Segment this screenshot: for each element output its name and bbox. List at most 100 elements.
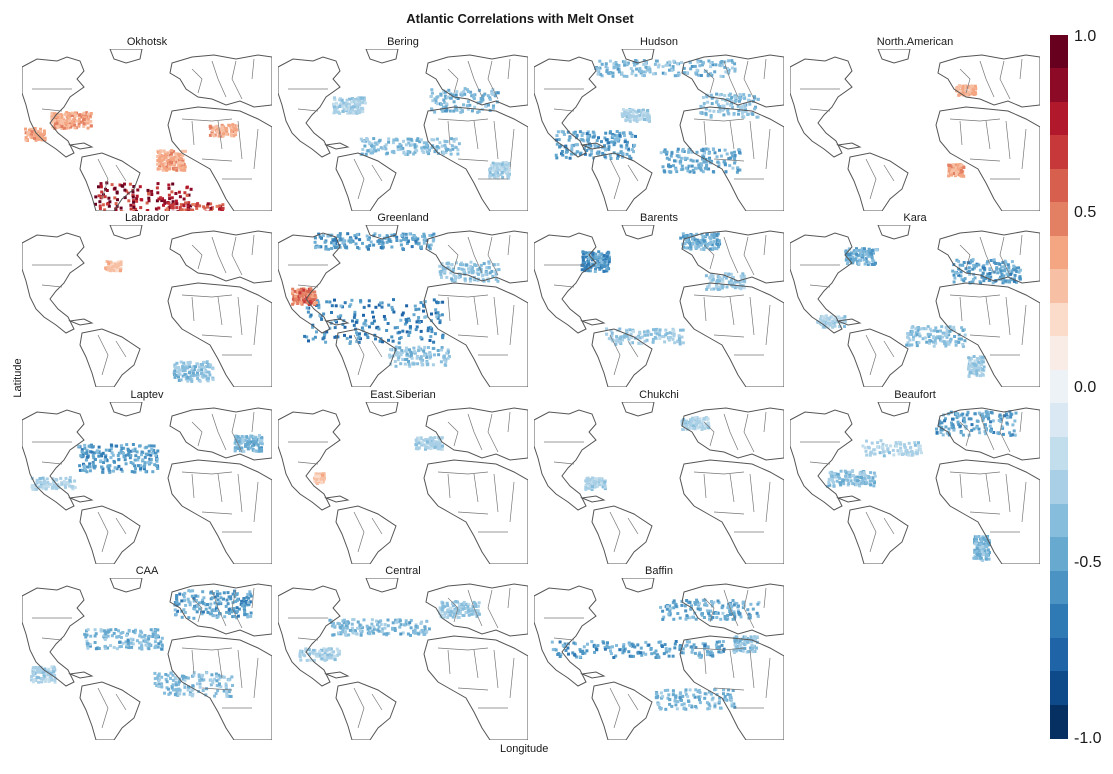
map-panel: East.Siberian — [278, 388, 528, 564]
negative-correlation-area — [303, 298, 445, 345]
chart-title: Atlantic Correlations with Melt Onset — [406, 11, 634, 26]
positive-correlation-area — [24, 127, 47, 142]
coastlines — [22, 225, 272, 387]
positive-correlation-area — [50, 111, 93, 130]
map-panel: Beaufort — [790, 388, 1040, 564]
negative-correlation-area — [699, 92, 760, 119]
region-map — [22, 225, 272, 387]
panel-title: Labrador — [124, 212, 170, 224]
negative-correlation-area — [77, 443, 160, 474]
panel-title: Kara — [903, 212, 927, 224]
map-panel: Greenland — [278, 211, 528, 387]
panel-title: Okhotsk — [126, 36, 168, 48]
coastlines — [22, 402, 272, 564]
negative-correlation-area — [298, 647, 341, 662]
negative-correlation-area — [172, 360, 215, 383]
positive-correlation-area — [291, 287, 318, 306]
colorbar-segment — [1050, 202, 1068, 237]
region-map — [22, 49, 272, 211]
panel-title: Chukchi — [639, 389, 679, 401]
panel-title: North.American — [876, 36, 954, 48]
region-map — [278, 402, 528, 564]
colorbar-segment — [1050, 604, 1068, 639]
panel-title: Barents — [640, 212, 678, 224]
region-map — [790, 402, 1040, 564]
coastlines — [534, 49, 784, 211]
coastlines — [790, 225, 1040, 387]
negative-correlation-area — [967, 355, 986, 378]
region-map — [22, 402, 272, 564]
region-map — [790, 49, 1040, 211]
negative-correlation-area — [679, 232, 722, 251]
region-map — [534, 49, 784, 211]
panel-title: CAA — [135, 565, 159, 577]
negative-correlation-area — [704, 272, 747, 291]
coastlines — [534, 578, 784, 740]
map-panel: Baffin — [534, 564, 784, 740]
colorbar-segment — [1050, 168, 1068, 203]
negative-correlation-area — [972, 535, 991, 562]
coastlines — [278, 578, 528, 740]
colorbar-segment — [1050, 35, 1068, 70]
panel-title: Bering — [387, 36, 419, 48]
negative-correlation-area — [438, 600, 481, 619]
colorbar-segment — [1050, 68, 1068, 103]
negative-correlation-area — [388, 345, 451, 368]
colorbar-segment — [1050, 671, 1068, 706]
colorbar-tick-neghalf: -0.5 — [1074, 554, 1102, 571]
colorbar-segment — [1050, 269, 1068, 304]
region-map — [790, 225, 1040, 387]
positive-correlation-area — [156, 149, 187, 172]
colorbar-tick-min: -1.0 — [1074, 730, 1102, 747]
colorbar-segment — [1050, 570, 1068, 605]
map-panel: Labrador — [22, 211, 272, 387]
coastlines — [790, 402, 1040, 564]
negative-correlation-area — [30, 665, 57, 684]
coastlines — [278, 402, 528, 564]
positive-correlation-area — [162, 202, 225, 211]
negative-correlation-area — [905, 325, 967, 348]
region-map — [22, 578, 272, 740]
negative-correlation-area — [584, 476, 607, 491]
colorbar-segment — [1050, 470, 1068, 505]
map-panel: Central — [278, 564, 528, 740]
map-panel: North.American — [790, 35, 1040, 211]
panel-title: Central — [385, 565, 421, 577]
coastlines — [534, 225, 784, 387]
negative-correlation-area — [438, 260, 501, 283]
map-panel: Bering — [278, 35, 528, 211]
map-panel: Okhotsk — [22, 35, 272, 211]
map-panel: Kara — [790, 211, 1040, 387]
colorbar-segment — [1050, 101, 1068, 136]
negative-correlation-area — [30, 476, 77, 491]
negative-correlation-area — [620, 108, 651, 123]
negative-correlation-area — [654, 688, 737, 711]
coastlines — [22, 578, 272, 740]
colorbar-segment — [1050, 336, 1068, 371]
negative-correlation-area — [935, 410, 1018, 437]
negative-correlation-area — [233, 434, 264, 453]
coastlines — [278, 49, 528, 211]
coastlines — [534, 402, 784, 564]
negative-correlation-area — [414, 436, 444, 451]
negative-correlation-area — [554, 130, 637, 160]
colorbar-segment — [1050, 403, 1068, 438]
colorbar-segment — [1050, 369, 1068, 404]
map-panel: Hudson — [534, 35, 784, 211]
colorbar-segment — [1050, 537, 1068, 572]
negative-correlation-area — [951, 258, 1022, 285]
coastlines — [22, 49, 272, 211]
negative-correlation-area — [580, 250, 611, 273]
coastlines — [278, 225, 528, 387]
negative-correlation-area — [680, 416, 711, 431]
negative-correlation-area — [359, 137, 461, 156]
panel-title: Baffin — [645, 565, 673, 577]
negative-correlation-area — [313, 232, 436, 251]
region-map — [534, 225, 784, 387]
colorbar — [1050, 35, 1068, 739]
colorbar-tick-max: 1.0 — [1074, 28, 1097, 45]
colorbar-segment — [1050, 302, 1068, 337]
positive-correlation-area — [955, 84, 978, 97]
negative-correlation-area — [488, 161, 511, 180]
negative-correlation-area — [332, 96, 367, 115]
